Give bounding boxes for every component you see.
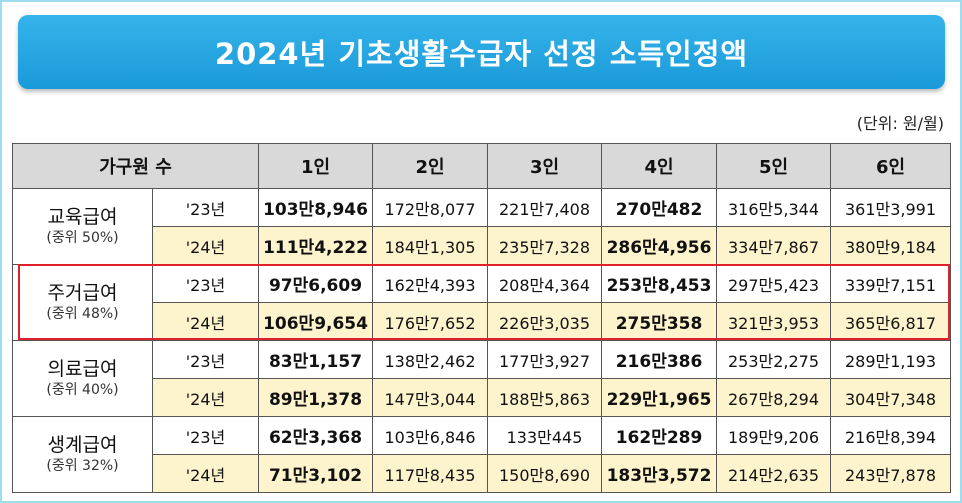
value-cell: 71만3,102 (258, 454, 374, 493)
income-table: 가구원 수 1인 2인 3인 4인 5인 6인 교육급여 (중위 50%) '23년 103만8,… (11, 143, 952, 493)
group-label: 의료급여 (중위 40%) (12, 340, 153, 417)
title-banner: 2024년 기초생활수급자 선정 소득인정액 (18, 15, 945, 89)
value-cell: 133만445 (487, 416, 603, 455)
value-cell: 111만4,222 (258, 226, 374, 265)
column-header: 1인 (258, 143, 374, 189)
value-cell: 221만7,408 (487, 188, 603, 227)
value-cell: 289만1,193 (830, 340, 952, 379)
value-cell: 189만9,206 (716, 416, 832, 455)
value-cell: 150만8,690 (487, 454, 603, 493)
value-cell: 253만2,275 (716, 340, 832, 379)
value-cell: 304만7,348 (830, 378, 952, 417)
column-header: 가구원 수 (11, 143, 260, 189)
column-header: 4인 (601, 143, 718, 189)
group-sub: (중위 48%) (46, 305, 119, 322)
value-cell: 177만3,927 (487, 340, 603, 379)
column-header: 5인 (716, 143, 832, 189)
group-label: 생계급여 (중위 32%) (12, 416, 153, 493)
value-cell: 214만2,635 (716, 454, 832, 493)
value-cell: 216만386 (601, 340, 718, 379)
year-cell: '24년 (151, 226, 260, 265)
column-header: 3인 (487, 143, 603, 189)
value-cell: 226만3,035 (487, 302, 603, 341)
group-name: 생계급여 (47, 433, 118, 456)
unit-note: (단위: 원/월) (856, 114, 944, 133)
value-cell: 89만1,378 (258, 378, 374, 417)
year-cell: '24년 (151, 454, 260, 493)
year-cell: '24년 (151, 378, 260, 417)
highlight-box (18, 264, 950, 340)
value-cell: 208만4,364 (487, 264, 603, 303)
year-cell: '23년 (151, 188, 260, 227)
value-cell: 162만289 (601, 416, 718, 455)
value-cell: 147만3,044 (372, 378, 489, 417)
value-cell: 106만9,654 (258, 302, 374, 341)
value-cell: 162만4,393 (372, 264, 489, 303)
column-header: 6인 (830, 143, 952, 189)
group-name: 주거급여 (47, 281, 118, 304)
group-label: 교육급여 (중위 50%) (12, 188, 153, 265)
group-sub: (중위 32%) (46, 457, 119, 474)
value-cell: 172만8,077 (372, 188, 489, 227)
year-cell: '23년 (151, 416, 260, 455)
value-cell: 365만6,817 (830, 302, 952, 341)
value-cell: 339만7,151 (830, 264, 952, 303)
data-row: 의료급여 (중위 40%) '23년 83만1,157 138만2,462 177만3,9… (12, 340, 952, 417)
year-cell: '23년 (151, 340, 260, 379)
value-cell: 103만8,946 (258, 188, 374, 227)
value-cell: 62만3,368 (258, 416, 374, 455)
group-label: 주거급여 (중위 48%) (12, 264, 153, 341)
value-cell: 216만8,394 (830, 416, 952, 455)
value-cell: 138만2,462 (372, 340, 489, 379)
group-sub: (중위 50%) (46, 229, 119, 246)
group-name: 교육급여 (47, 205, 118, 228)
value-cell: 361만3,991 (830, 188, 952, 227)
group-sub: (중위 40%) (46, 381, 119, 398)
value-cell: 270만482 (601, 188, 718, 227)
value-cell: 334만7,867 (716, 226, 832, 265)
value-cell: 275만358 (601, 302, 718, 341)
value-cell: 83만1,157 (258, 340, 374, 379)
value-cell: 184만1,305 (372, 226, 489, 265)
value-cell: 229만1,965 (601, 378, 718, 417)
value-cell: 286만4,956 (601, 226, 718, 265)
data-row: '24년 71만3,102 117만8,435 150만8,690 183만3,572 2… (13, 454, 952, 493)
value-cell: 267만8,294 (716, 378, 832, 417)
value-cell: 103만6,846 (372, 416, 489, 455)
value-cell: 297만5,423 (716, 264, 832, 303)
value-cell: 316만5,344 (716, 188, 832, 227)
data-row: 주거급여 (중위 48%) '23년 97만6,609 162만4,393 208만4,3… (12, 264, 952, 341)
column-header: 2인 (372, 143, 489, 189)
value-cell: 380만9,184 (830, 226, 952, 265)
data-row: '24년 89만1,378 147만3,044 188만5,863 229만1,965 2… (13, 378, 952, 417)
value-cell: 183만3,572 (601, 454, 718, 493)
year-cell: '24년 (151, 302, 260, 341)
data-row: 생계급여 (중위 32%) '23년 62만3,368 103만6,846 133만445… (12, 416, 952, 493)
data-row: '24년 111만4,222 184만1,305 235만7,328 286만4,956… (13, 226, 952, 265)
value-cell: 235만7,328 (487, 226, 603, 265)
table-body: 교육급여 (중위 50%) '23년 103만8,946 172만8,077 221만7,… (12, 188, 952, 493)
value-cell: 188만5,863 (487, 378, 603, 417)
value-cell: 117만8,435 (372, 454, 489, 493)
header-row: 가구원 수 1인 2인 3인 4인 5인 6인 (11, 143, 952, 189)
group-name: 의료급여 (47, 357, 118, 380)
data-row: 교육급여 (중위 50%) '23년 103만8,946 172만8,077 221만7,… (12, 188, 952, 265)
value-cell: 243만7,878 (830, 454, 952, 493)
